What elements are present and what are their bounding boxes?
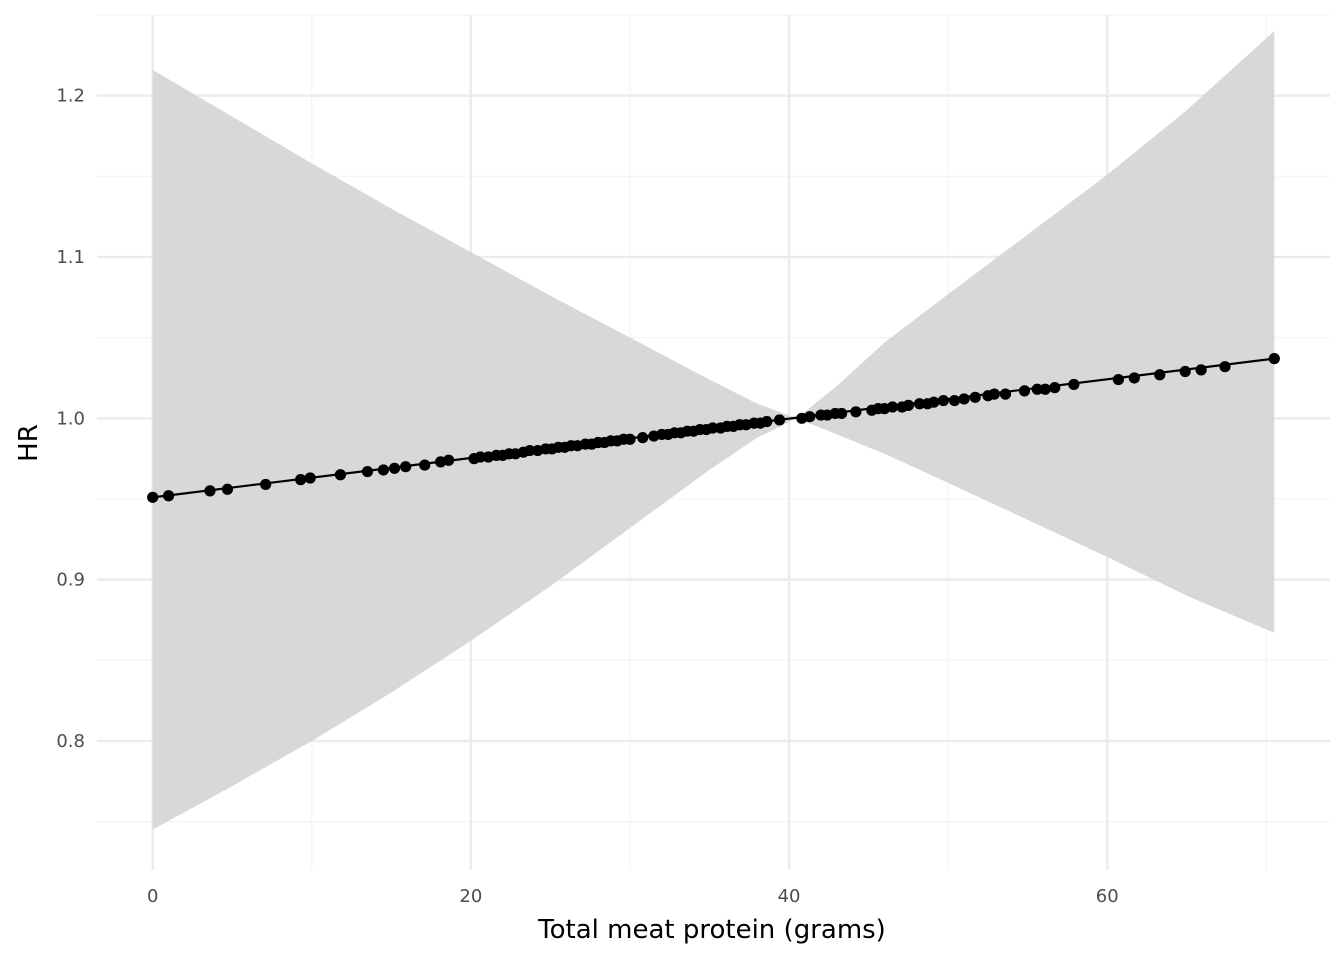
- data-point: [400, 461, 412, 473]
- data-point: [388, 462, 401, 474]
- data-point: [886, 401, 899, 413]
- y-tick-label: 1.1: [56, 247, 85, 268]
- data-point: [804, 411, 816, 423]
- x-tick-label: 60: [1096, 886, 1119, 907]
- data-point: [988, 388, 1000, 400]
- data-point: [1219, 361, 1231, 373]
- y-axis-title: HR: [14, 424, 44, 462]
- data-point: [1179, 365, 1191, 378]
- data-point: [1154, 369, 1166, 381]
- data-point: [1068, 378, 1080, 391]
- data-point: [304, 472, 316, 484]
- data-point: [334, 469, 347, 481]
- data-point: [377, 464, 389, 476]
- data-point: [1112, 373, 1125, 386]
- data-point: [761, 415, 773, 428]
- data-point: [902, 399, 914, 411]
- data-point: [1018, 385, 1031, 397]
- data-point: [1039, 383, 1051, 395]
- x-tick-label: 0: [147, 886, 158, 907]
- data-point: [773, 414, 786, 426]
- y-tick-label: 0.9: [56, 570, 85, 591]
- y-tick-label: 1.0: [56, 408, 85, 429]
- data-point: [1049, 382, 1061, 394]
- data-point: [1128, 372, 1140, 384]
- y-tick-label: 1.2: [56, 86, 85, 107]
- data-point: [948, 394, 961, 407]
- data-points: [147, 353, 1280, 503]
- x-tick-label: 20: [459, 886, 482, 907]
- data-point: [295, 474, 307, 486]
- data-point: [928, 396, 940, 408]
- data-point: [707, 422, 719, 434]
- data-point: [913, 398, 926, 410]
- data-point: [524, 444, 536, 457]
- x-tick-labels: 0 20 40 60: [147, 886, 1119, 907]
- x-tick-label: 40: [778, 886, 801, 907]
- data-point: [637, 432, 649, 444]
- data-point: [1031, 383, 1043, 395]
- data-point: [162, 490, 175, 502]
- data-point: [147, 491, 159, 503]
- data-point: [850, 406, 862, 418]
- data-point: [221, 483, 234, 495]
- x-axis-title: Total meat protein (grams): [537, 915, 886, 945]
- data-point: [419, 459, 431, 471]
- data-point: [958, 393, 970, 405]
- data-point: [260, 478, 272, 491]
- data-point: [1268, 353, 1280, 365]
- data-point: [969, 391, 981, 403]
- data-point: [835, 407, 848, 420]
- data-point: [999, 388, 1012, 400]
- data-point: [443, 454, 455, 466]
- y-tick-label: 0.8: [56, 731, 85, 752]
- data-point: [624, 433, 636, 445]
- data-point: [204, 485, 216, 497]
- data-point: [361, 465, 374, 478]
- y-tick-labels: 0.8 0.9 1.0 1.1 1.2: [56, 86, 85, 752]
- data-point: [1195, 364, 1207, 376]
- data-point: [474, 451, 487, 463]
- data-point: [937, 394, 949, 407]
